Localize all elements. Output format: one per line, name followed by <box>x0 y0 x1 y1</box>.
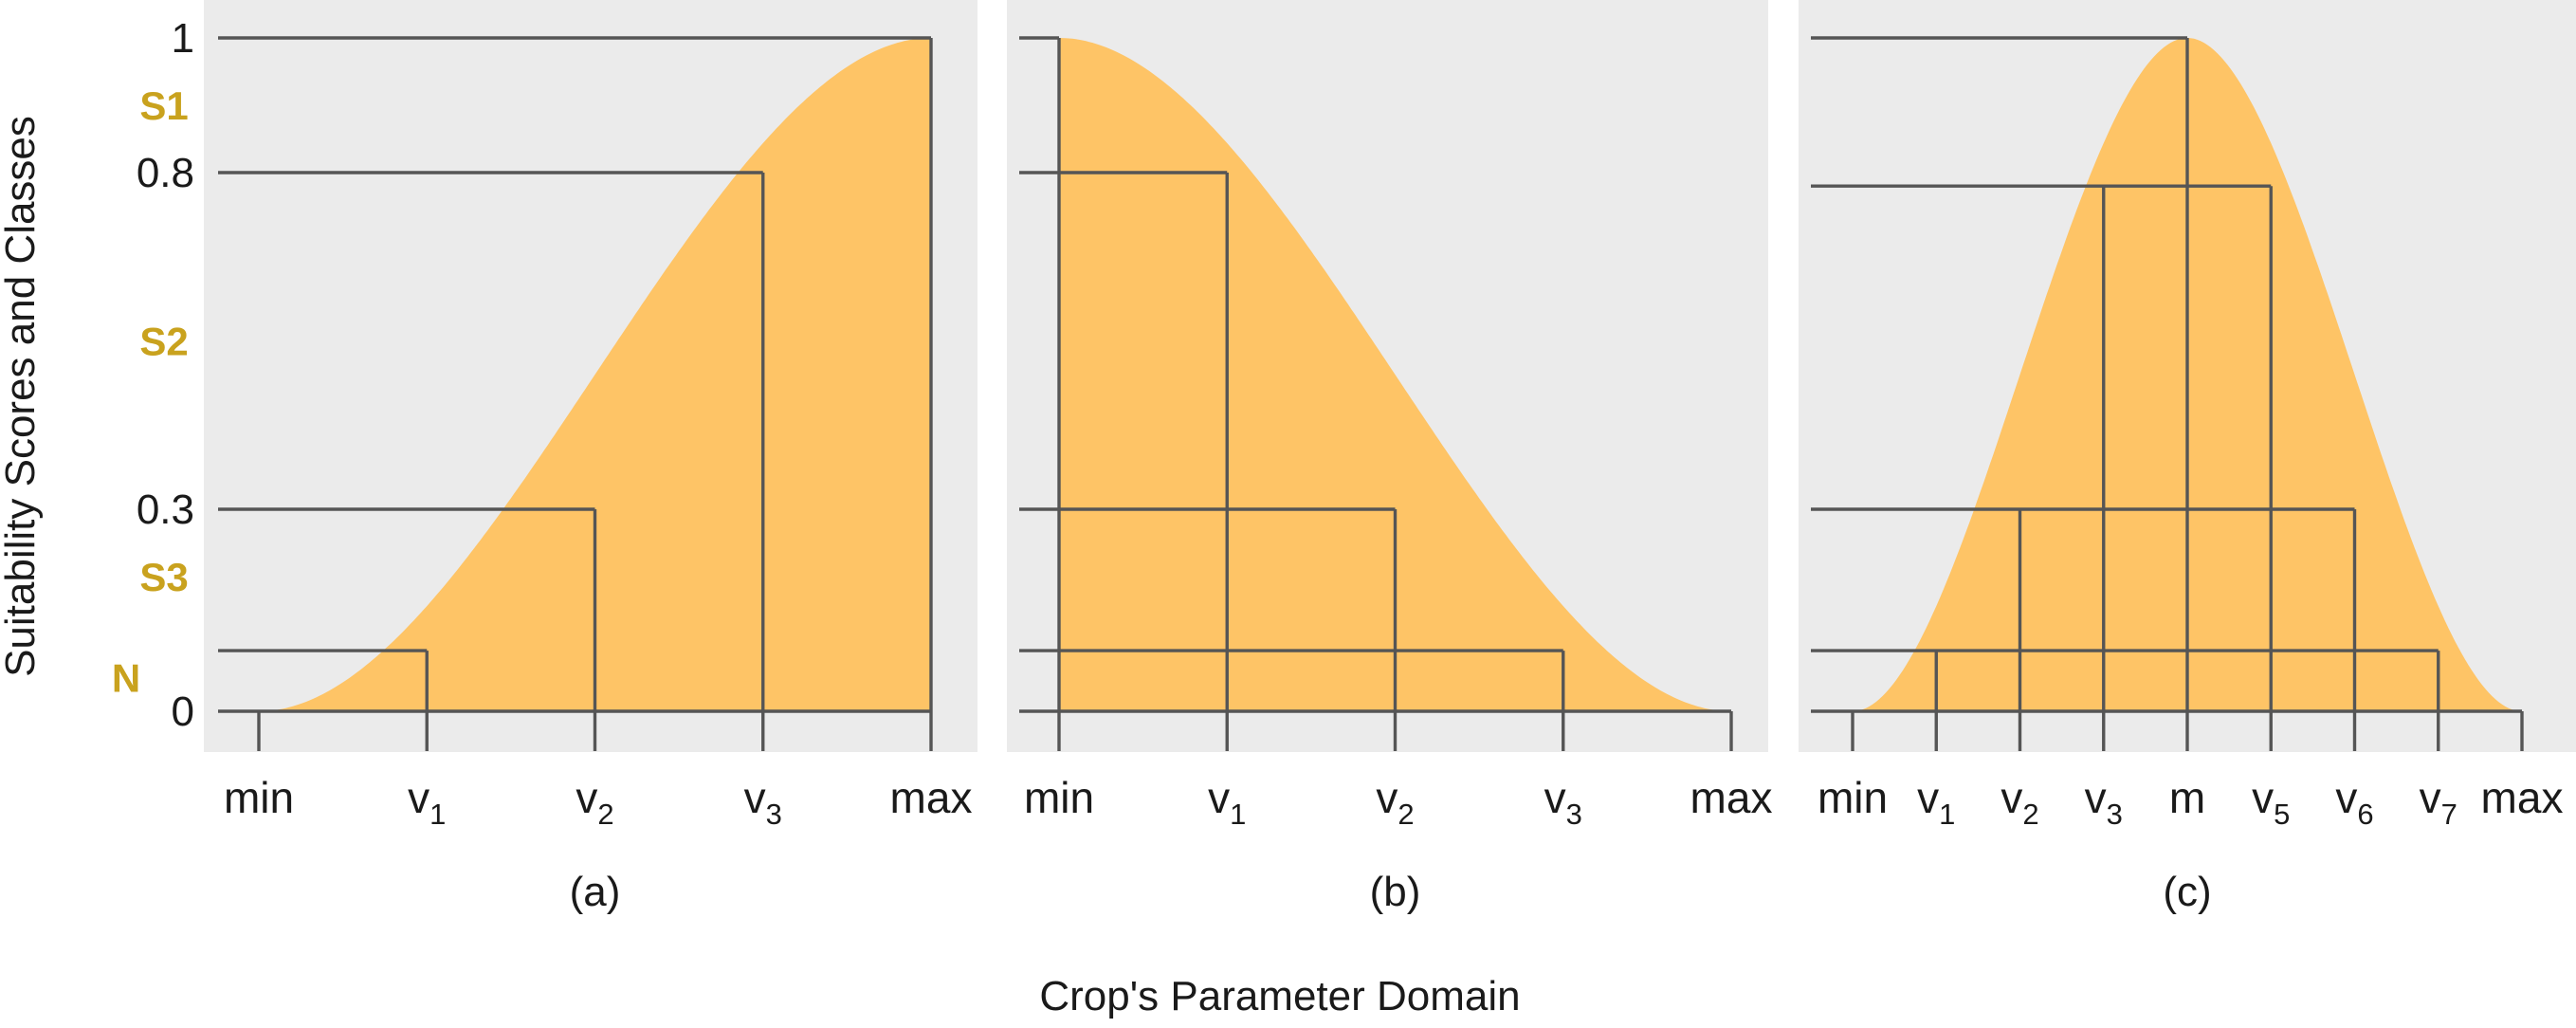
panel-caption: (b) <box>1370 869 1421 915</box>
x-tick-label: v7 <box>2420 773 2457 831</box>
panel-c: min v1 v2 v3 m v5 v6 v7 max (c) <box>1799 0 2576 915</box>
panel-b: min v1 v2 v3 max (b) <box>1007 0 1772 915</box>
y-tick-label: 0.8 <box>137 150 194 196</box>
x-tick-label: min <box>224 773 294 822</box>
class-label: S2 <box>139 320 188 364</box>
x-tick-label: min <box>1024 773 1094 822</box>
x-tick-label: v3 <box>744 773 782 831</box>
panel-caption: (a) <box>570 869 621 915</box>
y-axis-label: Suitability Scores and Classes <box>0 116 44 677</box>
class-label: S1 <box>139 83 188 128</box>
x-tick-label: v6 <box>2335 773 2373 831</box>
y-tick-label: 0 <box>172 688 194 735</box>
x-tick-label: v2 <box>2001 773 2038 831</box>
x-tick-label: v2 <box>1376 773 1414 831</box>
x-tick-label: min <box>1818 773 1888 822</box>
x-tick-label: v5 <box>2252 773 2290 831</box>
y-axis: 1 0.8 0.3 0 S1 S2 S3 N <box>112 15 194 735</box>
x-tick-label: v3 <box>2085 773 2123 831</box>
x-tick-label: max <box>1690 773 1773 822</box>
x-tick-label: max <box>890 773 973 822</box>
x-tick-label: v3 <box>1544 773 1582 831</box>
panel-a: min v1 v2 v3 max (a) <box>204 0 977 915</box>
x-tick-label: max <box>2481 773 2564 822</box>
y-tick-label: 1 <box>172 15 194 62</box>
x-tick-label: v1 <box>1208 773 1246 831</box>
class-label: N <box>112 656 140 701</box>
y-tick-label: 0.3 <box>137 486 194 533</box>
x-tick-label: v1 <box>1917 773 1955 831</box>
panel-caption: (c) <box>2163 869 2211 915</box>
x-tick-label: v1 <box>408 773 446 831</box>
x-axis-label: Crop's Parameter Domain <box>1039 973 1520 1019</box>
x-tick-label: v2 <box>575 773 613 831</box>
class-label: S3 <box>139 555 188 599</box>
panels-layer: min v1 v2 v3 max(a)min v1 v2 v3 max(b)min v1 v2 v3 m… <box>204 0 2576 915</box>
x-tick-label: m <box>2169 773 2205 822</box>
